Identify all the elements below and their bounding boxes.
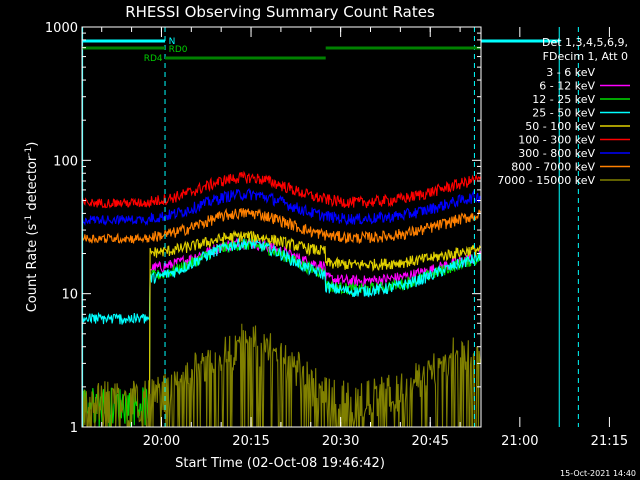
series-4 [81,237,482,325]
series-9 [81,323,482,428]
x-axis-label: Start Time (02-Oct-08 19:46:42) [175,456,385,471]
series-line-9 [81,323,482,428]
legend-entry-5: 50 - 100 keV [525,120,595,133]
y-tick-label-4: 1000 [45,21,78,36]
x-tick-label-4: 20:45 [411,434,448,449]
x-tick-label-3: 20:30 [322,434,359,449]
legend-header-2: FDecim 1, Att 0 [543,50,628,63]
series-line-8 [82,207,481,244]
series-6 [81,170,482,209]
legend-entry-9: 7000 - 15000 keV [497,174,595,187]
y-tick-label-3: 100 [53,154,78,169]
x-tick-label-2: 20:15 [232,434,269,449]
legend-entry-7: 300 - 800 keV [518,147,595,160]
rd4-label: RD4 [144,54,163,64]
legend-entry-8: 800 - 7000 keV [511,161,595,174]
x-tick-label-6: 21:15 [591,434,628,449]
legend-entry-6: 100 - 300 keV [518,134,595,147]
rd0-label: RD0 [169,45,188,55]
chart-title: RHESSI Observing Summary Count Rates [125,3,435,21]
legend-header-1: Det 1,3,4,5,6,9, [542,36,628,49]
ticks-layer: 1 10 100 1000 20:00 20:15 20:30 20:45 21:00 21:15 [45,21,628,449]
series-line-4 [81,237,482,325]
generated-timestamp: 15-Oct-2021 14:40 [560,469,636,478]
series-8 [82,207,481,244]
legend: Det 1,3,4,5,6,9,FDecim 1, Att 0 3 - 6 keV… [497,36,630,187]
y-tick-label-1: 1 [70,421,78,436]
series-line-7 [81,187,482,227]
y-tick-label-2: 10 [61,288,78,303]
axes-frame [81,26,482,428]
night-label: N [169,37,176,47]
x-tick-label-1: 20:00 [143,434,180,449]
legend-entry-1: 3 - 6 keV [546,66,595,79]
legend-entry-4: 25 - 50 keV [532,107,595,120]
legend-entry-2: 6 - 12 keV [539,80,595,93]
series-line-6 [81,170,482,209]
legend-entry-3: 12 - 25 keV [532,93,595,106]
y-axis-label: Count Rate (s-1 detector-1) [24,142,40,313]
series-7 [81,187,482,227]
x-tick-label-5: 21:00 [501,434,538,449]
